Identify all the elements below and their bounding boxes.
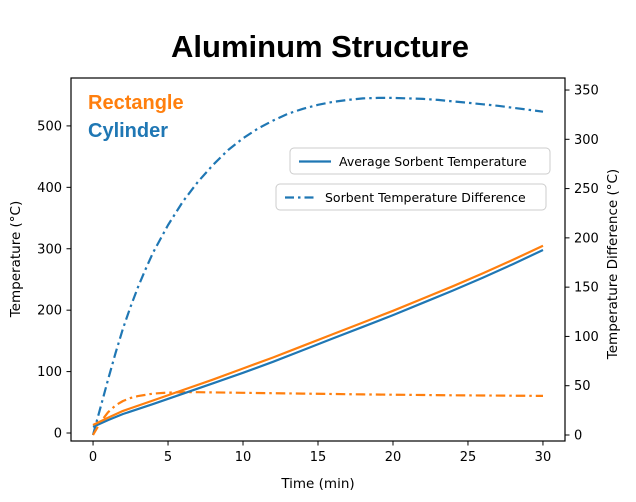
x-tick-label: 30 <box>535 450 552 465</box>
left-y-tick-label: 100 <box>37 365 62 380</box>
plot-area: 0 5 10 15 20 25 300100200300400500050100150200… <box>37 84 599 465</box>
left-y-axis-label: Temperature (°C) <box>8 201 24 319</box>
left-y-tick-label: 500 <box>37 119 62 134</box>
x-tick-label: 0 <box>89 450 97 465</box>
right-y-tick-label: 350 <box>574 84 599 99</box>
left-y-tick-label: 0 <box>54 427 62 442</box>
right-y-tick-label: 300 <box>574 133 599 148</box>
rectangle-series-label: Rectangle <box>88 92 184 114</box>
left-y-tick-label: 400 <box>37 181 62 196</box>
right-y-tick-label: 150 <box>574 281 599 296</box>
x-axis-label: Time (min) <box>280 476 354 492</box>
x-tick-label: 25 <box>460 450 477 465</box>
right-y-tick-label: 0 <box>574 428 582 443</box>
right-y-tick-label: 50 <box>574 379 591 394</box>
right-y-tick-label: 250 <box>574 182 599 197</box>
legend-box <box>275 183 547 211</box>
series-line-cylinder-temperature-difference <box>91 96 544 436</box>
series-line-rectangle-average-temperature <box>92 244 544 426</box>
right-y-tick-label: 200 <box>574 231 599 246</box>
cylinder-series-label: Cylinder <box>88 120 168 142</box>
series-line-cylinder-average-temperature <box>92 249 544 428</box>
x-tick-label: 15 <box>310 450 327 465</box>
chart-title: Aluminum Structure <box>171 29 469 64</box>
x-tick-label: 5 <box>164 450 172 465</box>
legend-average-temperature: Average Sorbent Temperature <box>289 147 551 175</box>
legend-label: Average Sorbent Temperature <box>339 154 527 169</box>
right-y-tick-label: 100 <box>574 330 599 345</box>
series-line-rectangle-temperature-difference <box>92 391 544 436</box>
legend-temperature-difference: Sorbent Temperature Difference <box>275 183 547 211</box>
x-tick-label: 20 <box>385 450 402 465</box>
legend-box <box>289 147 551 175</box>
x-tick-label: 10 <box>235 450 252 465</box>
left-y-tick-label: 200 <box>37 304 62 319</box>
left-y-tick-label: 300 <box>37 242 62 257</box>
right-y-axis-label: Temperature Difference (°C) <box>605 169 621 360</box>
legend-label: Sorbent Temperature Difference <box>325 190 526 205</box>
